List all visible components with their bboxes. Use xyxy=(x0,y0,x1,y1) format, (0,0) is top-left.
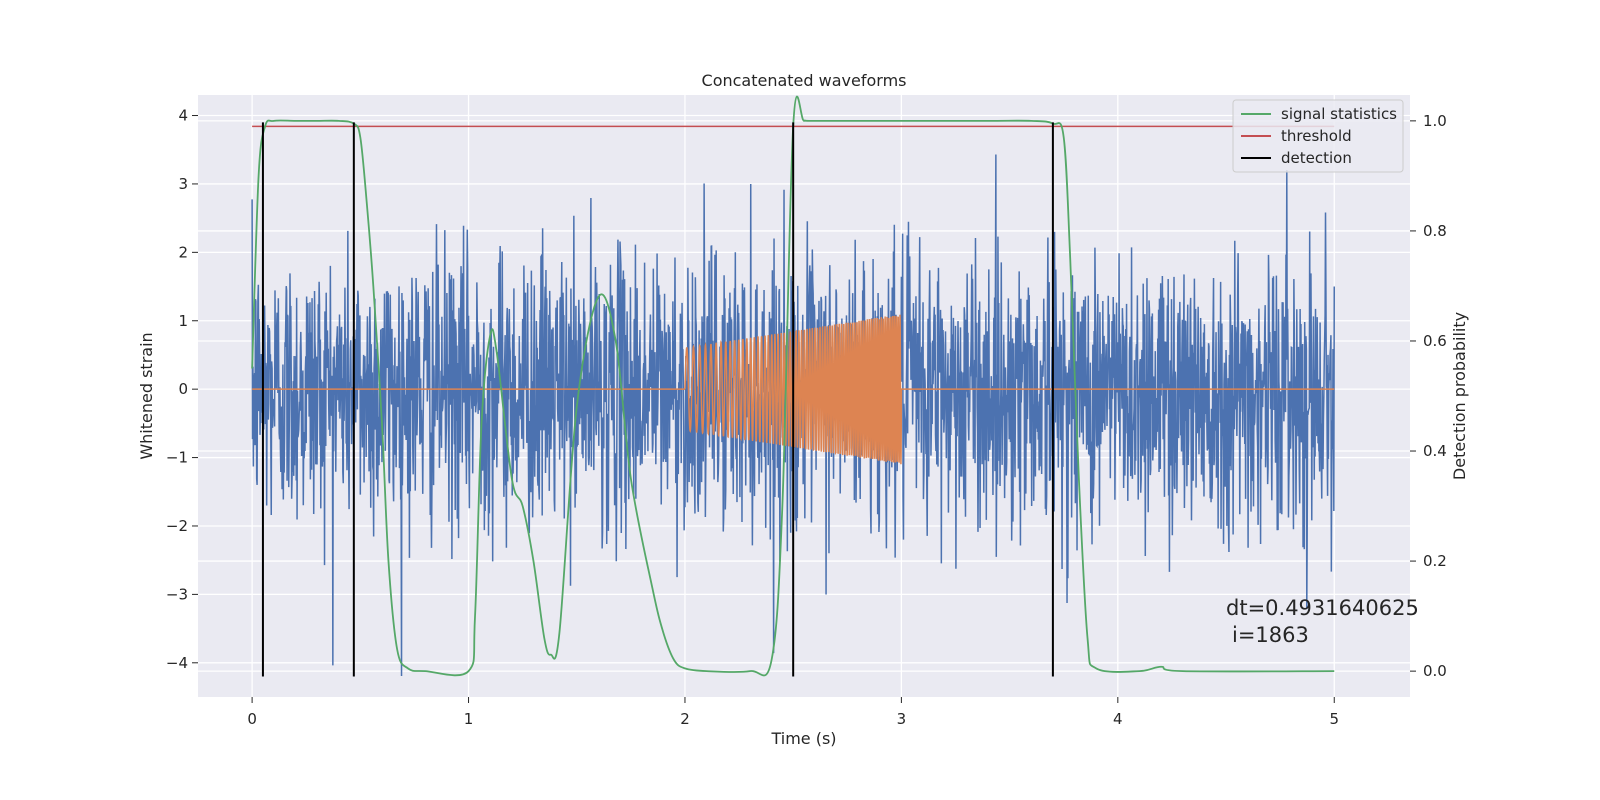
annotation-dt: dt=0.4931640625 xyxy=(1226,596,1419,620)
x-tick-label: 0 xyxy=(247,710,257,728)
x-axis-label: Time (s) xyxy=(770,729,836,748)
y-tick-label: −2 xyxy=(166,517,188,535)
y-tick-label: −1 xyxy=(166,449,188,467)
annotation-index: i=1863 xyxy=(1232,623,1309,647)
x-tick-label: 4 xyxy=(1113,710,1123,728)
y-tick-label: 2 xyxy=(178,243,188,261)
y-tick-label: 0 xyxy=(178,380,188,398)
y-right-tick-label: 0.8 xyxy=(1423,222,1447,240)
y-right-tick-label: 0.6 xyxy=(1423,332,1447,350)
y-axis-label: Whitened strain xyxy=(137,332,156,459)
y-tick-label: −3 xyxy=(166,585,188,603)
x-tick-label: 3 xyxy=(897,710,907,728)
legend-item-signal-statistics: signal statistics xyxy=(1281,105,1397,123)
x-tick-label: 1 xyxy=(464,710,474,728)
legend-item-detection: detection xyxy=(1281,149,1352,167)
x-tick-label: 5 xyxy=(1329,710,1339,728)
y-right-tick-label: 0.2 xyxy=(1423,552,1447,570)
y-tick-label: −4 xyxy=(166,654,188,672)
x-tick-label: 2 xyxy=(680,710,690,728)
legend-box xyxy=(1232,99,1404,173)
y-tick-label: 4 xyxy=(178,107,188,125)
legend-item-threshold: threshold xyxy=(1281,127,1352,145)
chart-title: Concatenated waveforms xyxy=(702,71,907,90)
y-tick-label: 1 xyxy=(178,312,188,330)
bottom-axis: 0 1 2 3 4 5 xyxy=(247,697,1339,728)
y-axis-right-label: Detection probability xyxy=(1450,312,1469,480)
signal-statistics-line xyxy=(251,95,1335,677)
y-right-tick-label: 1.0 xyxy=(1423,112,1447,130)
y-tick-label: 3 xyxy=(178,175,188,193)
series-layer xyxy=(251,95,1335,677)
right-axis: 0.0 0.2 0.4 0.6 0.8 1.0 xyxy=(1410,112,1447,680)
legend: signal statistics threshold detection xyxy=(1232,99,1404,173)
y-right-tick-label: 0.4 xyxy=(1423,442,1447,460)
left-axis: −4 −3 −2 −1 0 1 2 3 4 xyxy=(166,107,198,672)
y-right-tick-label: 0.0 xyxy=(1423,662,1447,680)
